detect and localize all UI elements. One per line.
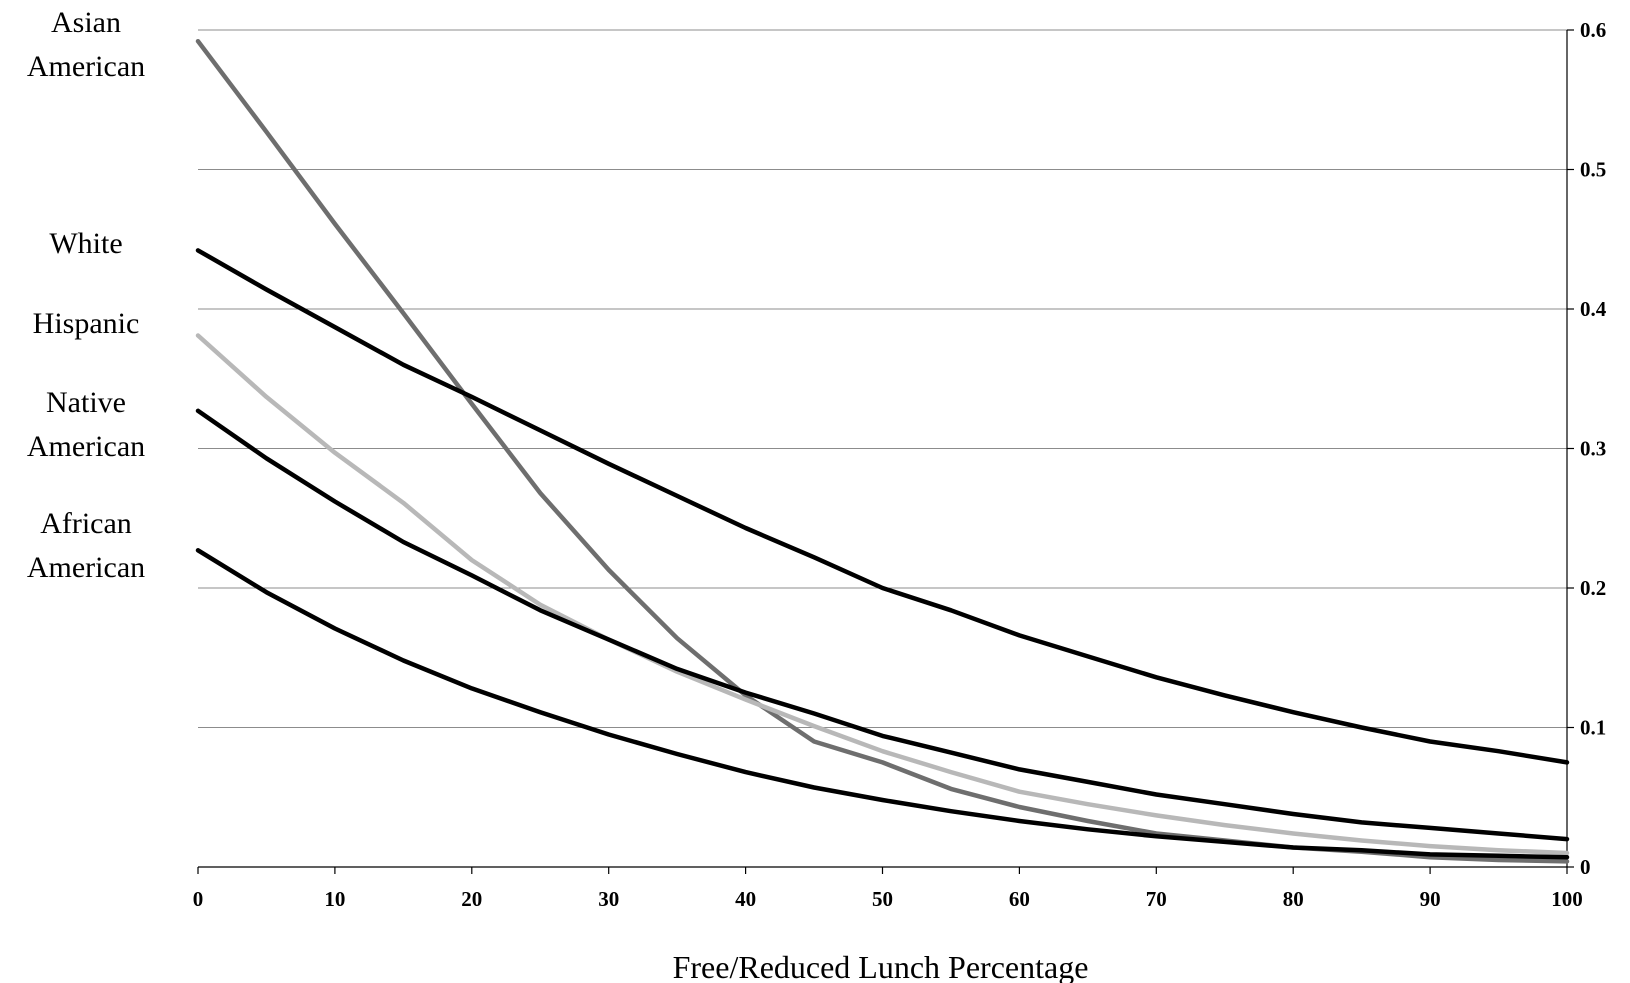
x-tick-label: 100 (1551, 887, 1583, 911)
x-tick-label: 40 (735, 887, 756, 911)
gridlines (198, 29, 1567, 728)
x-tick-label: 10 (324, 887, 345, 911)
series-label-african-american-line: American (27, 551, 145, 584)
x-tick-label: 80 (1283, 887, 1304, 911)
series-line-native-american (195, 408, 1570, 842)
series-line-hispanic (195, 333, 1570, 856)
series-label-white-line: White (49, 227, 122, 260)
series-label-asian-american-line: Asian (51, 6, 121, 39)
series-line-asian-american (195, 38, 1570, 864)
x-tick-label: 90 (1420, 887, 1441, 911)
x-tick-label: 70 (1146, 887, 1167, 911)
series-label-native-american-line: Native (46, 386, 126, 419)
series-label-hispanic-line: Hispanic (33, 307, 140, 340)
y-tick-label: 0.3 (1580, 437, 1606, 461)
series-labels: Asian American White Hispanic Native American… (27, 6, 145, 584)
x-tick-label: 50 (872, 887, 893, 911)
series-label-hispanic: Hispanic (33, 307, 140, 340)
axes (197, 29, 1574, 874)
series-label-african-american-line: African (40, 507, 132, 540)
series-label-african-american: African American (27, 507, 145, 584)
y-tick-labels: 0 0.1 0.2 0.3 0.4 0.5 0.6 (1580, 18, 1607, 879)
x-tick-labels: 0 10 20 30 40 50 60 70 80 90 100 (193, 887, 1583, 911)
y-tick-label: 0.6 (1580, 18, 1606, 42)
y-tick-label: 0.4 (1580, 297, 1607, 321)
y-tick-label: 0.1 (1580, 716, 1606, 740)
series-label-white: White (49, 227, 122, 260)
x-tick-label: 0 (193, 887, 204, 911)
y-tick-label: 0.2 (1580, 576, 1606, 600)
y-tick-label: 0 (1580, 855, 1591, 879)
series-lines (195, 38, 1570, 864)
series-label-native-american: Native American (27, 386, 145, 463)
x-axis-title: Free/Reduced Lunch Percentage (673, 949, 1089, 983)
series-label-asian-american: Asian American (27, 6, 145, 83)
y-tick-label: 0.5 (1580, 158, 1606, 182)
series-line-white (195, 248, 1570, 765)
x-tick-label: 60 (1009, 887, 1030, 911)
x-tick-label: 30 (598, 887, 619, 911)
series-label-asian-american-line: American (27, 50, 145, 83)
x-tick-label: 20 (461, 887, 482, 911)
series-line-african-american (195, 548, 1570, 860)
series-label-native-american-line: American (27, 430, 145, 463)
